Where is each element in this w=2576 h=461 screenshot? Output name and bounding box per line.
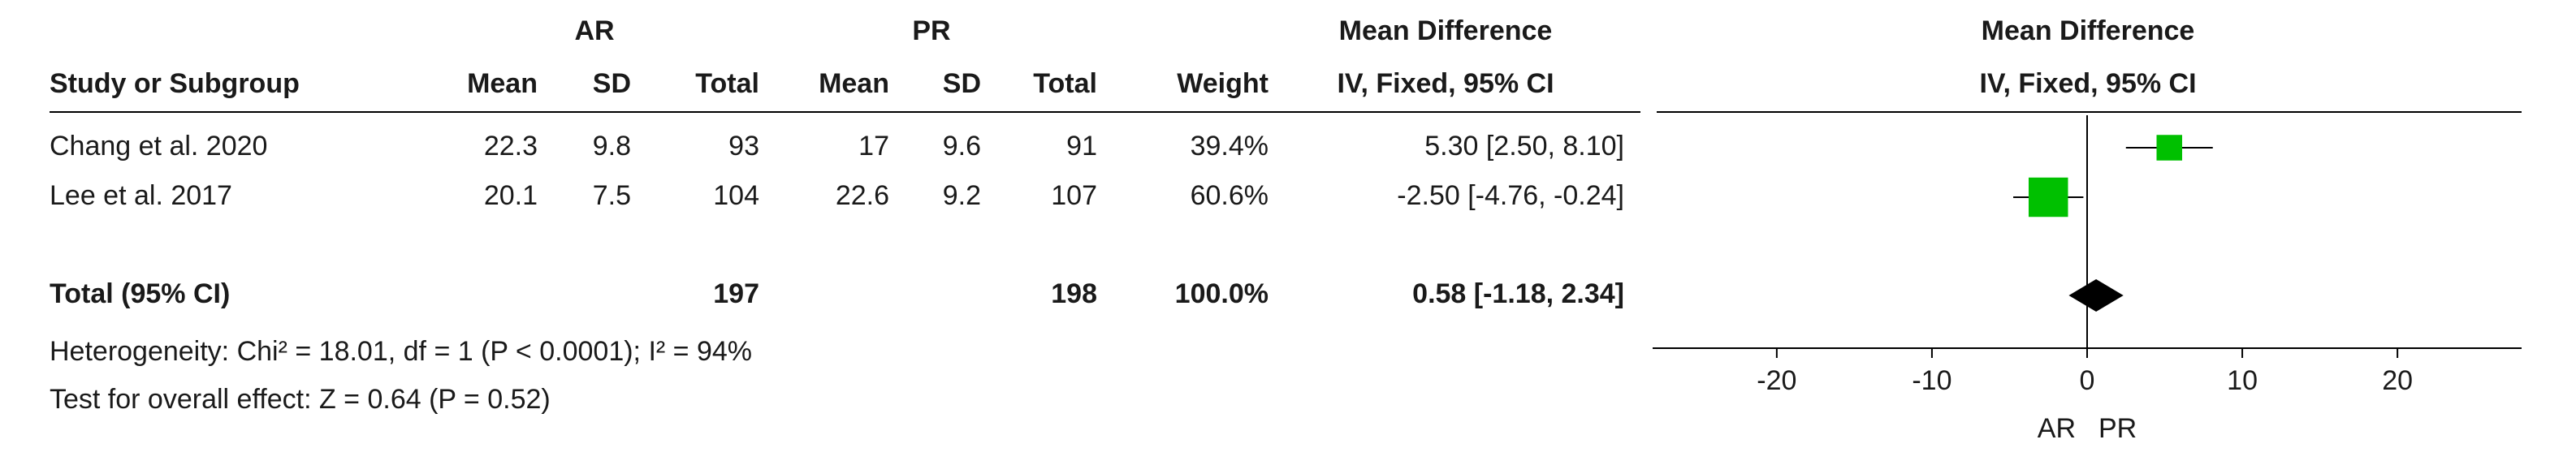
total-diamond [2068,279,2124,312]
total-name: Total (95% CI) [50,278,230,309]
cell: 93 [728,131,759,162]
group-header: PR [912,15,950,46]
effect-header: Mean Difference [1339,15,1553,46]
cell: 9.8 [593,131,631,162]
cell: 17 [858,131,889,162]
group-header: AR [574,15,614,46]
cell: 107 [1051,180,1097,211]
column-header: Total [695,68,759,99]
cell: 100.0% [1175,278,1269,309]
x-tick-label: -10 [1912,365,1951,396]
cell: 197 [713,278,759,309]
x-tick-label: 0 [2080,365,2095,396]
effect-label: -2.50 [-4.76, -0.24] [1397,180,1624,211]
cell: 20.1 [484,180,538,211]
cell: 9.6 [943,131,981,162]
heterogeneity: Heterogeneity: Chi² = 18.01, df = 1 (P <… [50,336,752,367]
effect-label: 0.58 [-1.18, 2.34] [1412,278,1624,309]
column-header: Study or Subgroup [50,68,300,99]
favours-label: PR [2098,413,2137,444]
x-tick-label: 10 [2227,365,2258,396]
favours-label: AR [2038,413,2076,444]
plot-subheader: IV, Fixed, 95% CI [1979,68,2196,99]
effect-subheader: IV, Fixed, 95% CI [1337,68,1554,99]
effect-square [2028,177,2068,218]
column-header: Weight [1177,68,1269,99]
study-name: Lee et al. 2017 [50,180,232,211]
column-header: SD [943,68,981,99]
cell: 22.6 [836,180,889,211]
effect-square [2156,135,2183,161]
column-header: Mean [467,68,538,99]
effect-label: 5.30 [2.50, 8.10] [1424,131,1624,162]
cell: 7.5 [593,180,631,211]
cell: 60.6% [1191,180,1269,211]
plot-header: Mean Difference [1982,15,2195,46]
cell: 104 [713,180,759,211]
x-tick-label: 20 [2382,365,2413,396]
column-header: Mean [819,68,889,99]
study-name: Chang et al. 2020 [50,131,267,162]
column-header: Total [1033,68,1097,99]
overall-effect: Test for overall effect: Z = 0.64 (P = 0… [50,384,551,415]
x-tick-label: -20 [1757,365,1796,396]
cell: 91 [1066,131,1097,162]
cell: 198 [1051,278,1097,309]
cell: 9.2 [943,180,981,211]
column-header: SD [593,68,631,99]
cell: 39.4% [1191,131,1269,162]
cell: 22.3 [484,131,538,162]
